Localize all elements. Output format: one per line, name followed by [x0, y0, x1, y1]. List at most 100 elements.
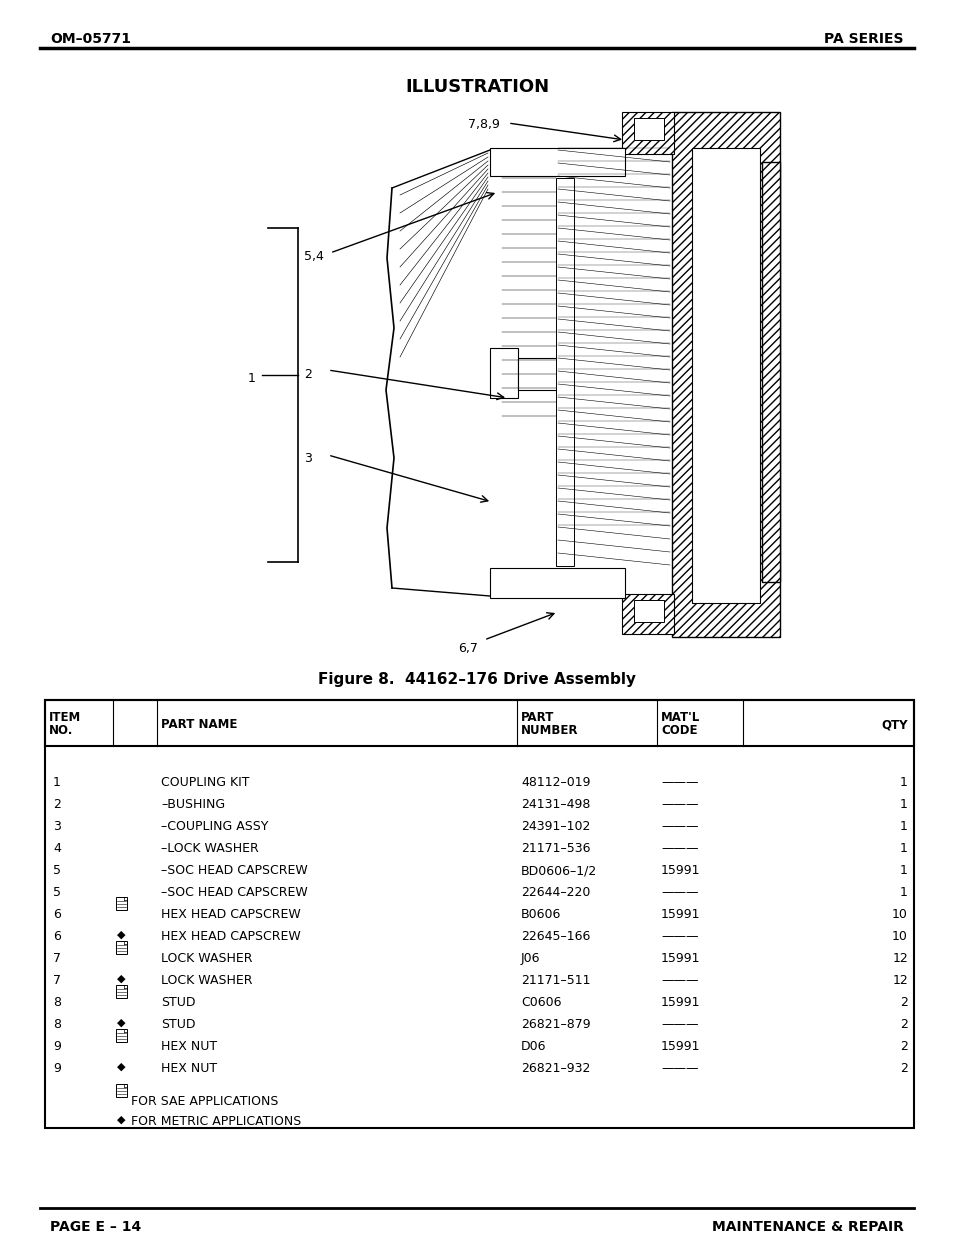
Bar [691, 148, 760, 603]
Text: 22645–166: 22645–166 [520, 930, 590, 944]
Text: PART: PART [520, 711, 554, 724]
Text: 15991: 15991 [660, 864, 700, 877]
Text: 7: 7 [53, 974, 61, 987]
Text: 7,8,9: 7,8,9 [468, 119, 499, 131]
Text: 3: 3 [304, 452, 312, 466]
Text: MAINTENANCE & REPAIR: MAINTENANCE & REPAIR [711, 1220, 903, 1234]
Text: ◆: ◆ [117, 1115, 126, 1125]
Text: 48112–019: 48112–019 [520, 776, 590, 789]
Bar [116, 897, 127, 910]
Text: ———: ——— [660, 798, 698, 811]
Bar [634, 600, 663, 622]
Text: 2: 2 [900, 995, 907, 1009]
Bar [621, 112, 673, 154]
Text: 6: 6 [53, 930, 61, 944]
Bar [621, 594, 673, 634]
Text: FOR METRIC APPLICATIONS: FOR METRIC APPLICATIONS [131, 1115, 301, 1128]
Text: STUD: STUD [161, 1018, 195, 1031]
Text: 1: 1 [900, 842, 907, 855]
Text: ◆: ◆ [117, 1018, 126, 1028]
Text: ◆: ◆ [117, 930, 126, 940]
Text: ———: ——— [660, 1018, 698, 1031]
Bar [45, 700, 913, 746]
Text: 2: 2 [900, 1040, 907, 1053]
Text: 1: 1 [900, 885, 907, 899]
Text: 24131–498: 24131–498 [520, 798, 590, 811]
Text: ———: ——— [660, 776, 698, 789]
Text: 9: 9 [53, 1062, 61, 1074]
Text: 22644–220: 22644–220 [520, 885, 590, 899]
Text: –SOC HEAD CAPSCREW: –SOC HEAD CAPSCREW [161, 864, 308, 877]
Text: 2: 2 [900, 1018, 907, 1031]
Bar [761, 162, 780, 582]
Text: CODE: CODE [660, 724, 697, 737]
Text: 5: 5 [53, 864, 61, 877]
Text: 5,4: 5,4 [304, 249, 323, 263]
Bar [116, 986, 127, 998]
Text: C0606: C0606 [520, 995, 561, 1009]
Text: 10: 10 [891, 930, 907, 944]
Text: 2: 2 [900, 1062, 907, 1074]
Text: 26821–879: 26821–879 [520, 1018, 590, 1031]
Text: PA SERIES: PA SERIES [823, 32, 903, 46]
Text: HEX NUT: HEX NUT [161, 1040, 217, 1053]
Text: 1: 1 [900, 864, 907, 877]
Text: 1: 1 [900, 776, 907, 789]
Text: 24391–102: 24391–102 [520, 820, 590, 832]
Text: ILLUSTRATION: ILLUSTRATION [404, 78, 549, 96]
Bar [634, 119, 663, 140]
Text: HEX HEAD CAPSCREW: HEX HEAD CAPSCREW [161, 908, 300, 921]
Text: LOCK WASHER: LOCK WASHER [161, 952, 253, 965]
Bar [116, 941, 127, 953]
Text: 10: 10 [891, 908, 907, 921]
Text: 9: 9 [53, 1040, 61, 1053]
Text: MAT'L: MAT'L [660, 711, 700, 724]
Text: 7: 7 [53, 952, 61, 965]
Text: NUMBER: NUMBER [520, 724, 578, 737]
Text: 21171–536: 21171–536 [520, 842, 590, 855]
Text: BD0606–1/2: BD0606–1/2 [520, 864, 597, 877]
Text: LOCK WASHER: LOCK WASHER [161, 974, 253, 987]
Text: ———: ——— [660, 885, 698, 899]
Text: 5: 5 [53, 885, 61, 899]
Bar [556, 178, 574, 566]
Text: –SOC HEAD CAPSCREW: –SOC HEAD CAPSCREW [161, 885, 308, 899]
Text: PAGE E – 14: PAGE E – 14 [50, 1220, 141, 1234]
Text: 15991: 15991 [660, 1040, 700, 1053]
Text: Figure 8.  44162–176 Drive Assembly: Figure 8. 44162–176 Drive Assembly [317, 672, 636, 687]
Text: B0606: B0606 [520, 908, 560, 921]
Bar [45, 700, 913, 1128]
Text: ———: ——— [660, 820, 698, 832]
Text: ———: ——— [660, 1062, 698, 1074]
Text: 21171–511: 21171–511 [520, 974, 590, 987]
Text: FOR SAE APPLICATIONS: FOR SAE APPLICATIONS [131, 1095, 278, 1108]
Text: 6,7: 6,7 [457, 642, 477, 655]
Bar [490, 148, 624, 177]
Bar [671, 112, 780, 637]
Text: –BUSHING: –BUSHING [161, 798, 225, 811]
Text: 1: 1 [900, 798, 907, 811]
Text: 12: 12 [891, 952, 907, 965]
Bar [490, 348, 517, 398]
Text: ◆: ◆ [117, 1062, 126, 1072]
Text: 4: 4 [53, 842, 61, 855]
Text: HEX NUT: HEX NUT [161, 1062, 217, 1074]
Text: D06: D06 [520, 1040, 546, 1053]
Text: –LOCK WASHER: –LOCK WASHER [161, 842, 258, 855]
Text: 26821–932: 26821–932 [520, 1062, 590, 1074]
Text: ———: ——— [660, 930, 698, 944]
Text: 8: 8 [53, 1018, 61, 1031]
Text: ITEM: ITEM [49, 711, 81, 724]
Text: COUPLING KIT: COUPLING KIT [161, 776, 250, 789]
Text: NO.: NO. [49, 724, 73, 737]
Text: ———: ——— [660, 842, 698, 855]
Text: 15991: 15991 [660, 952, 700, 965]
Text: J06: J06 [520, 952, 540, 965]
Bar [116, 1029, 127, 1042]
Text: ◆: ◆ [117, 974, 126, 984]
Text: 2: 2 [53, 798, 61, 811]
Text: 1: 1 [53, 776, 61, 789]
Bar [517, 358, 558, 390]
Text: –COUPLING ASSY: –COUPLING ASSY [161, 820, 268, 832]
Text: 12: 12 [891, 974, 907, 987]
